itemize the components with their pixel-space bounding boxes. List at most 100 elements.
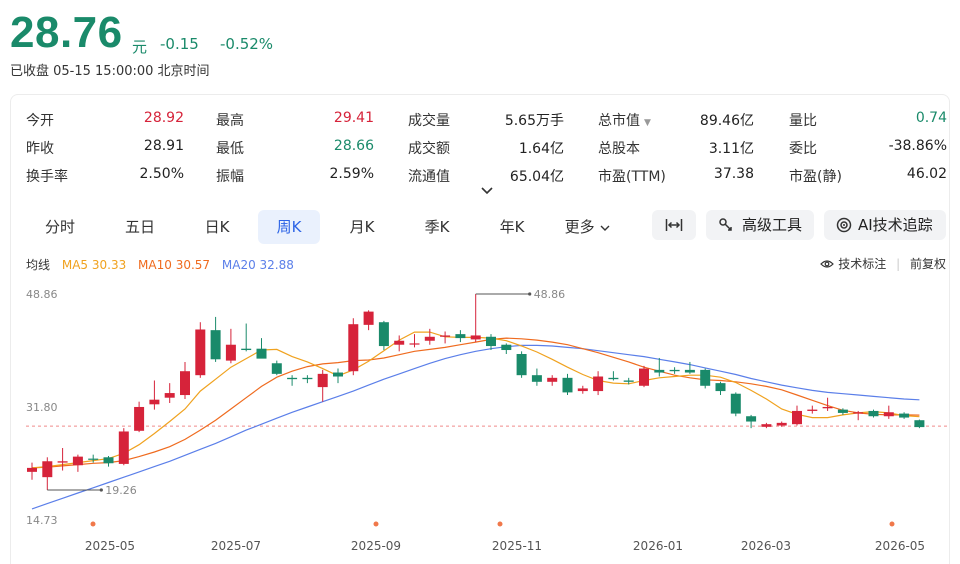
y-tick-label: 48.86 bbox=[26, 288, 58, 301]
candle-body bbox=[792, 410, 802, 425]
stat-value: 37.38 bbox=[713, 166, 754, 182]
ai-tech-track-button[interactable]: AI技术追踪 bbox=[824, 210, 946, 240]
tab-yearly-k[interactable]: 年K bbox=[499, 218, 525, 236]
market-status: 已收盘 05-15 15:00:00 北京时间 bbox=[10, 64, 210, 79]
candle bbox=[378, 320, 389, 351]
kline-chart[interactable]: 48.86 19.26 48.86 31.80 14.73 2025-05 2025-07… bbox=[0, 270, 960, 564]
candle bbox=[195, 322, 206, 378]
chart-annotations: 48.86 19.26 bbox=[47, 288, 565, 497]
candle bbox=[654, 357, 665, 377]
ai-tech-track-label: AI技术追踪 bbox=[858, 216, 933, 234]
stat-item: 振幅 2.59% bbox=[216, 162, 374, 186]
candle bbox=[42, 457, 53, 491]
stat-value: 89.46亿 bbox=[699, 113, 754, 129]
stat-value: 1.64亿 bbox=[518, 141, 564, 157]
candle bbox=[853, 410, 864, 421]
fit-width-button[interactable] bbox=[652, 210, 696, 240]
price-adjust-link[interactable]: 前复权 bbox=[909, 257, 946, 271]
tab-weekly-k[interactable]: 周K bbox=[258, 210, 320, 244]
stat-value: 28.91 bbox=[143, 138, 184, 154]
candle-body bbox=[868, 410, 879, 417]
tab-intraday[interactable]: 分时 bbox=[44, 218, 75, 236]
candle-body bbox=[287, 377, 298, 380]
candle-body bbox=[531, 375, 542, 382]
y-tick-label: 31.80 bbox=[26, 401, 58, 414]
candle bbox=[807, 405, 818, 414]
candle-body bbox=[164, 393, 175, 398]
stat-label: 委比 bbox=[789, 141, 817, 157]
x-tick-label: 2025-11 bbox=[492, 539, 542, 553]
stat-item: 最高 29.41 bbox=[216, 106, 374, 130]
x-tick-label: 2025-05 bbox=[85, 539, 135, 553]
candle bbox=[210, 316, 221, 362]
candle bbox=[88, 454, 99, 463]
price-change-pct: -0.52% bbox=[220, 35, 274, 53]
stat-label: 市盈(TTM) bbox=[598, 169, 666, 185]
candle bbox=[348, 318, 359, 376]
tab-daily-k[interactable]: 日K bbox=[204, 218, 230, 236]
candle-body bbox=[577, 388, 588, 392]
stat-item: 换手率 2.50% bbox=[26, 162, 184, 186]
chevron-down-icon[interactable] bbox=[478, 184, 496, 198]
chart-axes: 48.86 31.80 14.73 2025-05 2025-07 2025-09 2025… bbox=[26, 288, 925, 553]
candle bbox=[684, 361, 695, 374]
high-marker-dot bbox=[528, 292, 532, 296]
candle bbox=[394, 335, 405, 352]
x-tick-label: 2025-09 bbox=[351, 539, 401, 553]
candle-body bbox=[302, 377, 313, 380]
candle-body bbox=[914, 420, 925, 428]
stat-label: 成交额 bbox=[408, 141, 450, 157]
stat-label: 换手率 bbox=[26, 169, 68, 185]
candle-body bbox=[455, 334, 466, 339]
price-change: -0.15 bbox=[160, 35, 199, 53]
event-marker-dot bbox=[90, 521, 96, 527]
advanced-tools-button[interactable]: 高级工具 bbox=[706, 210, 814, 240]
candle bbox=[639, 365, 649, 388]
candle bbox=[623, 377, 634, 385]
candle bbox=[715, 381, 726, 396]
tab-quarterly-k[interactable]: 季K bbox=[424, 218, 450, 236]
candle-body bbox=[501, 344, 512, 351]
candle-body bbox=[746, 416, 757, 422]
tab-five-day[interactable]: 五日 bbox=[124, 218, 155, 236]
candle bbox=[103, 455, 114, 467]
ma20-line bbox=[31, 344, 920, 510]
y-tick-label: 14.73 bbox=[26, 514, 58, 527]
stat-label: 昨收 bbox=[26, 141, 54, 157]
quote-card bbox=[10, 94, 950, 564]
tech-marks-link[interactable]: 技术标注 bbox=[838, 257, 887, 271]
x-tick-label: 2026-05 bbox=[875, 539, 925, 553]
high-marker-label: 48.86 bbox=[534, 288, 566, 301]
x-tick-label: 2025-07 bbox=[211, 539, 261, 553]
candle bbox=[746, 414, 757, 429]
candle-body bbox=[88, 458, 99, 460]
candle bbox=[149, 380, 160, 410]
candle-body bbox=[317, 373, 328, 388]
caret-down-icon[interactable]: ▼ bbox=[644, 118, 651, 128]
candle-body bbox=[424, 336, 435, 341]
stat-label[interactable]: 总市值 ▼ bbox=[598, 113, 651, 129]
stat-value: 5.65万手 bbox=[504, 113, 564, 129]
candle bbox=[608, 371, 619, 381]
candle-body bbox=[547, 377, 558, 382]
stat-item: 昨收 28.91 bbox=[26, 134, 184, 158]
candle bbox=[440, 331, 451, 344]
candle bbox=[287, 375, 298, 386]
stat-item: 市盈(静) 46.02 bbox=[789, 162, 947, 186]
stat-label: 最高 bbox=[216, 113, 244, 129]
tab-more[interactable]: 更多 bbox=[552, 210, 624, 244]
stat-item: 总股本 3.11亿 bbox=[598, 134, 754, 158]
stat-value: 46.02 bbox=[906, 166, 947, 182]
tab-monthly-k[interactable]: 月K bbox=[349, 218, 375, 236]
candle-body bbox=[761, 424, 772, 427]
candle bbox=[470, 294, 481, 343]
stat-item: 委比 -38.86% bbox=[789, 134, 947, 158]
event-marker-dot bbox=[497, 521, 503, 527]
candle bbox=[241, 323, 252, 352]
candle bbox=[577, 385, 588, 394]
candle bbox=[409, 334, 420, 348]
current-price: 28.76 bbox=[10, 8, 123, 57]
candle bbox=[256, 338, 267, 359]
candle-body bbox=[593, 376, 604, 392]
stat-value: -38.86% bbox=[888, 138, 947, 154]
